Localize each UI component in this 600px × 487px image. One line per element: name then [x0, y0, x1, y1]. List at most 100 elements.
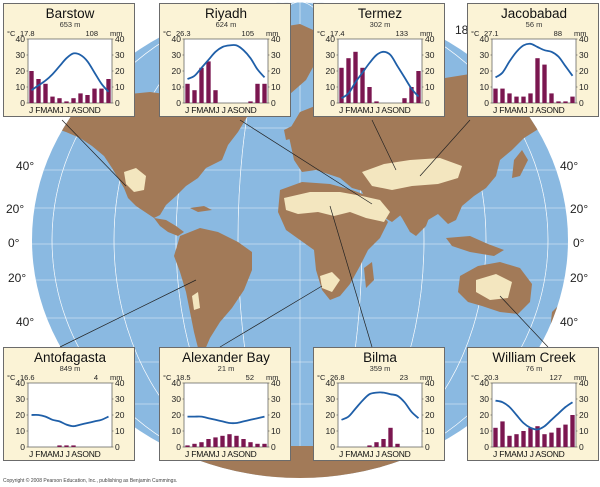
- temp-tick-label: 10: [172, 426, 182, 436]
- japan: [512, 150, 528, 178]
- temp-tick-label: 0: [330, 98, 335, 108]
- annual-precip: 88: [554, 29, 562, 38]
- precip-bar: [528, 93, 533, 103]
- annual-precip: 108: [85, 29, 98, 38]
- precip-tick-label: 40: [271, 34, 281, 44]
- precip-bar: [367, 445, 372, 447]
- copyright-notice: Copyright © 2008 Pearson Education, Inc.…: [3, 478, 178, 484]
- precip-bar: [353, 51, 358, 103]
- india: [402, 200, 432, 236]
- latitude-label-left: 0°: [8, 236, 20, 250]
- precip-unit: mm: [110, 29, 123, 38]
- precip-bar: [395, 443, 400, 447]
- precip-tick-label: 10: [271, 426, 281, 436]
- latitude-label-right: 40°: [560, 159, 578, 173]
- precip-tick-label: 10: [579, 82, 589, 92]
- latitude-label-right: 40°: [560, 315, 578, 329]
- desert-atacama: [192, 292, 200, 310]
- temp-tick-label: 0: [20, 98, 25, 108]
- precip-tick-label: 10: [115, 82, 125, 92]
- precip-unit: mm: [266, 373, 279, 382]
- temp-tick-label: 20: [480, 410, 490, 420]
- precip-tick-label: 40: [115, 34, 125, 44]
- precip-bar: [535, 58, 540, 103]
- precip-bar: [535, 426, 540, 447]
- plot-area: [337, 38, 423, 104]
- annual-precip: 127: [549, 373, 562, 382]
- precip-bar: [199, 442, 204, 447]
- desert-north-america: [124, 168, 146, 192]
- station-elevation: 21 m: [218, 364, 235, 373]
- annual-precip: 52: [246, 373, 254, 382]
- precip-tick-label: 0: [579, 98, 584, 108]
- caribbean-islands: [190, 206, 212, 212]
- precip-bar: [514, 434, 519, 447]
- temp-tick-label: 40: [326, 378, 336, 388]
- precip-tick-label: 40: [271, 378, 281, 388]
- temp-tick-label: 30: [480, 50, 490, 60]
- desert-central-asia: [362, 158, 462, 190]
- avg-temp: 27.1: [484, 29, 499, 38]
- latitude-label-right: 20°: [570, 271, 588, 285]
- annual-precip: 133: [395, 29, 408, 38]
- temperature-line: [340, 50, 420, 99]
- temp-unit: °C: [317, 29, 326, 38]
- temp-tick-label: 40: [172, 378, 182, 388]
- avg-temp: 17.8: [20, 29, 35, 38]
- precip-bar: [402, 98, 407, 103]
- precip-tick-label: 30: [271, 50, 281, 60]
- temp-tick-label: 10: [480, 426, 490, 436]
- precip-bar: [346, 58, 351, 103]
- precip-tick-label: 10: [425, 426, 435, 436]
- precip-bar: [78, 93, 83, 103]
- precip-tick-label: 40: [579, 378, 589, 388]
- temp-unit: °C: [471, 373, 480, 382]
- precip-bar: [29, 71, 34, 103]
- precip-bar: [57, 98, 62, 103]
- annual-precip: 105: [241, 29, 254, 38]
- precip-tick-label: 30: [425, 394, 435, 404]
- temp-unit: °C: [471, 29, 480, 38]
- station-name: Termez: [358, 6, 403, 21]
- latitude-label-left: 40°: [16, 315, 34, 329]
- temperature-line: [495, 399, 574, 431]
- precip-tick-label: 20: [579, 410, 589, 420]
- precip-tick-label: 30: [271, 394, 281, 404]
- temp-unit: °C: [7, 373, 16, 382]
- month-labels: J FMAMJ J ASOND: [185, 449, 257, 459]
- precip-bar: [262, 443, 267, 447]
- precip-bar: [71, 445, 76, 447]
- temp-tick-label: 40: [16, 34, 26, 44]
- temp-tick-label: 30: [326, 50, 336, 60]
- station-elevation: 849 m: [60, 364, 81, 373]
- temp-tick-label: 0: [176, 442, 181, 452]
- month-labels: J FMAMJ J ASOND: [29, 105, 101, 115]
- precip-unit: mm: [574, 373, 587, 382]
- precip-bar: [57, 445, 62, 447]
- precip-bar: [206, 61, 211, 103]
- avg-temp: 26.3: [176, 29, 191, 38]
- precip-bar: [199, 67, 204, 103]
- precip-tick-label: 30: [579, 394, 589, 404]
- station-name: Alexander Bay: [182, 350, 270, 365]
- annual-precip: 4: [94, 373, 98, 382]
- temp-tick-label: 20: [480, 66, 490, 76]
- temp-tick-label: 20: [326, 410, 336, 420]
- precip-bar: [206, 439, 211, 447]
- station-name: William Creek: [492, 350, 576, 365]
- precip-tick-label: 20: [579, 66, 589, 76]
- leader-line: [371, 119, 397, 171]
- temp-tick-label: 30: [16, 50, 26, 60]
- precip-bar: [50, 96, 55, 103]
- precip-tick-label: 0: [115, 442, 120, 452]
- avg-temp: 20.3: [484, 373, 499, 382]
- precip-tick-label: 20: [115, 410, 125, 420]
- precip-tick-label: 10: [579, 426, 589, 436]
- precip-bar: [493, 427, 498, 447]
- precip-tick-label: 10: [271, 82, 281, 92]
- temp-tick-label: 0: [484, 442, 489, 452]
- latitude-label-left: 20°: [6, 202, 24, 216]
- annual-precip: 23: [400, 373, 408, 382]
- temp-tick-label: 40: [326, 34, 336, 44]
- desert-sahara-arabia: [284, 192, 390, 222]
